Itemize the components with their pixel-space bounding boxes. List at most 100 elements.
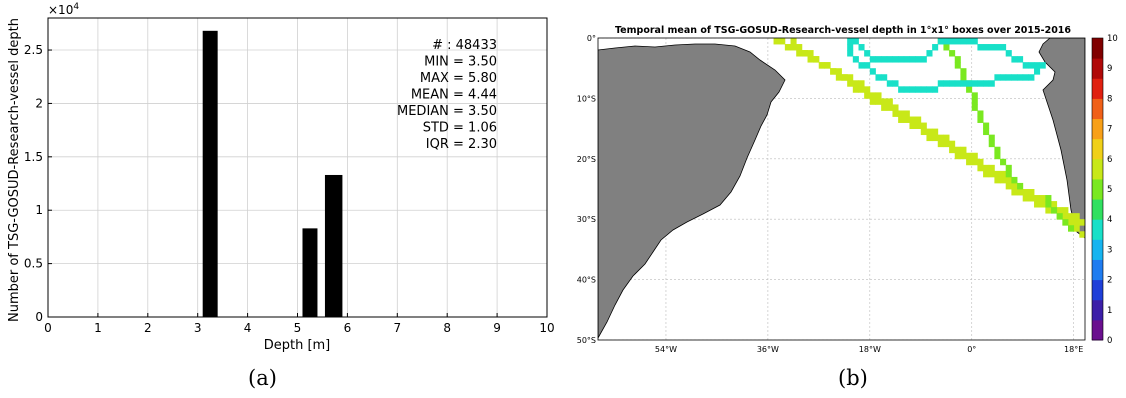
grid-box: [994, 44, 1001, 51]
grid-box: [1011, 176, 1018, 184]
colorbar-segment: [1092, 158, 1103, 180]
grid-box: [943, 80, 950, 87]
grid-box: [852, 38, 859, 45]
statistic-line: MEAN = 4.44: [411, 88, 497, 103]
grid-box: [875, 74, 882, 81]
grid-box: [1073, 213, 1080, 220]
grid-box: [960, 74, 967, 81]
x-tick-label: 6: [344, 321, 352, 335]
grid-box: [847, 80, 854, 87]
grid-box: [960, 80, 967, 87]
grid-box: [807, 56, 814, 63]
grid-box: [898, 110, 905, 117]
grid-box: [909, 122, 916, 129]
histogram-bar: [302, 228, 318, 317]
grid-box: [920, 86, 927, 93]
grid-box: [796, 44, 803, 51]
grid-box: [926, 134, 933, 142]
x-tick-label: 5: [294, 321, 302, 335]
grid-box: [1011, 56, 1018, 63]
grid-box: [926, 128, 933, 136]
grid-box: [886, 80, 893, 87]
grid-box: [937, 140, 944, 148]
grid-box: [937, 134, 944, 142]
grid-box: [796, 50, 803, 57]
grid-box: [1034, 195, 1041, 202]
colorbar-tick-label: 9: [1107, 64, 1112, 74]
grid-box: [1000, 176, 1007, 184]
map-colorbar: 0 1 2 3 4 5 6 7 8 9 10: [1091, 34, 1118, 346]
grid-box: [966, 152, 973, 160]
grid-box: [994, 74, 1001, 81]
grid-box: [903, 110, 910, 117]
grid-box: [932, 128, 939, 136]
grid-box: [949, 50, 956, 57]
grid-box: [926, 86, 933, 93]
grid-box: [1005, 74, 1012, 81]
colorbar-segment: [1092, 38, 1103, 59]
grid-box: [971, 80, 978, 87]
grid-box: [994, 170, 1001, 178]
latitude-tick-label: 10°S: [577, 94, 596, 103]
grid-box: [1034, 68, 1041, 75]
grid-box: [954, 56, 961, 63]
grid-box: [1022, 62, 1029, 69]
grid-box: [1005, 50, 1012, 57]
grid-box: [920, 56, 927, 63]
grid-box: [790, 38, 797, 45]
grid-box: [886, 98, 893, 105]
grid-box: [932, 86, 939, 93]
grid-box: [988, 80, 995, 87]
grid-box: [864, 62, 871, 69]
grid-box: [892, 56, 899, 63]
grid-box: [818, 62, 825, 69]
x-tick-label: 4: [244, 321, 252, 335]
grid-box: [886, 104, 893, 111]
grid-box: [1068, 219, 1075, 226]
grid-box: [869, 92, 876, 99]
grid-box: [988, 134, 995, 142]
grid-box: [983, 44, 990, 51]
grid-box: [994, 146, 1001, 154]
grid-box: [858, 44, 865, 51]
grid-box: [875, 56, 882, 63]
grid-box: [1005, 164, 1012, 172]
grid-box: [1011, 189, 1018, 196]
grid-box: [1045, 201, 1052, 208]
grid-box: [966, 38, 973, 45]
longitude-tick-label: 54°W: [655, 345, 677, 354]
colorbar-segment: [1092, 178, 1103, 200]
grid-box: [915, 116, 922, 123]
grid-box: [881, 74, 888, 81]
statistic-line: MAX = 5.80: [420, 71, 497, 86]
grid-box: [977, 164, 984, 172]
histogram-x-ticks: 0 1 2 3 4 5 6 7 8 9 10: [44, 313, 555, 335]
histogram-y-multiplier: ×104: [48, 2, 79, 17]
x-tick-label: 0: [44, 321, 52, 335]
colorbar-tick-label: 4: [1107, 215, 1112, 225]
grid-box: [1028, 195, 1035, 202]
colorbar-segment: [1092, 259, 1103, 281]
grid-box: [1068, 213, 1075, 220]
grid-box: [1062, 207, 1069, 214]
grid-box: [915, 122, 922, 129]
grid-box: [971, 158, 978, 166]
histogram-bars: [202, 30, 343, 318]
grid-box: [1079, 231, 1085, 238]
grid-box: [784, 44, 791, 51]
map-ship-tracks: [767, 38, 1085, 238]
caption-b: (b): [838, 366, 868, 390]
grid-box: [1079, 219, 1085, 226]
grid-box: [977, 44, 984, 51]
histogram-chart: 0 1 2 3 4 5 6 7 8 9 10 0 0.5 1 1.5 2 2.5 Depth [m] Numb…: [7, 2, 555, 353]
grid-box: [926, 50, 933, 57]
grid-box: [1045, 207, 1052, 214]
colorbar-frame: [1091, 37, 1104, 341]
colorbar-segment: [1092, 239, 1103, 260]
grid-box: [937, 38, 944, 45]
grid-box: [915, 56, 922, 63]
grid-box: [960, 152, 967, 160]
grid-box: [903, 56, 910, 63]
grid-box: [1011, 182, 1018, 190]
